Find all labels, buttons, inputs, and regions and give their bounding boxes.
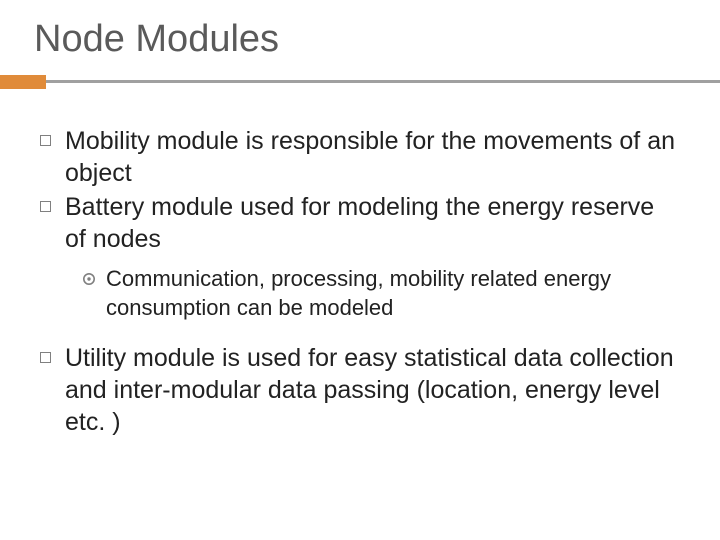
title-divider: [0, 75, 720, 89]
square-bullet-icon: [40, 352, 51, 363]
bullet-text: Utility module is used for easy statisti…: [65, 342, 680, 438]
bullet-item: Utility module is used for easy statisti…: [40, 342, 680, 438]
slide-title: Node Modules: [34, 18, 690, 61]
square-bullet-icon: [40, 201, 51, 212]
bullet-item: Mobility module is responsible for the m…: [40, 125, 680, 189]
spacer: [40, 332, 680, 342]
divider-line: [0, 80, 720, 83]
bullet-item: Battery module used for modeling the ene…: [40, 191, 680, 255]
sub-bullet-block: Communication, processing, mobility rela…: [40, 265, 680, 322]
divider-accent: [0, 75, 46, 89]
bullet-text: Mobility module is responsible for the m…: [65, 125, 680, 189]
sub-bullet-item: Communication, processing, mobility rela…: [82, 265, 680, 322]
sub-bullet-text: Communication, processing, mobility rela…: [106, 265, 680, 322]
bullet-text: Battery module used for modeling the ene…: [65, 191, 680, 255]
slide-content: Mobility module is responsible for the m…: [30, 125, 690, 438]
slide: Node Modules Mobility module is responsi…: [0, 0, 720, 540]
circle-dot-icon: [82, 272, 96, 286]
square-bullet-icon: [40, 135, 51, 146]
